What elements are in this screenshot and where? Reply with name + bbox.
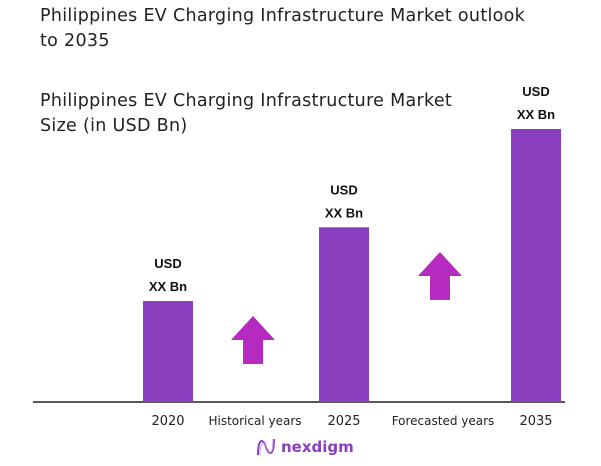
data-label-2020-value: XX Bn [149, 279, 187, 294]
logo-wave-icon [257, 438, 275, 456]
period-label-historical: Historical years [208, 414, 301, 428]
data-label-2035-currency: USD [522, 84, 549, 99]
logo-text: nexdigm [281, 438, 354, 456]
growth-arrow-icon-forecasted [418, 252, 462, 300]
chart-subtitle: Philippines EV Charging Infrastructure M… [40, 91, 453, 136]
data-label-2035-value: XX Bn [517, 107, 555, 122]
data-label-2020-currency: USD [154, 256, 181, 271]
growth-arrow-icon-historical [231, 316, 275, 364]
x-tick-label-2020: 2020 [151, 414, 184, 429]
x-tick-label-2025: 2025 [327, 414, 360, 429]
data-label-2025-value: XX Bn [325, 205, 363, 220]
period-label-forecasted: Forecasted years [392, 414, 495, 428]
bar-2035 [511, 129, 561, 402]
bar-2025 [319, 227, 369, 402]
data-label-2025-currency: USD [330, 182, 357, 197]
chart-title: Philippines EV Charging Infrastructure M… [40, 6, 526, 51]
nexdigm-logo: nexdigm [255, 436, 354, 458]
bar-2020 [143, 300, 193, 402]
x-tick-label-2035: 2035 [519, 414, 552, 429]
